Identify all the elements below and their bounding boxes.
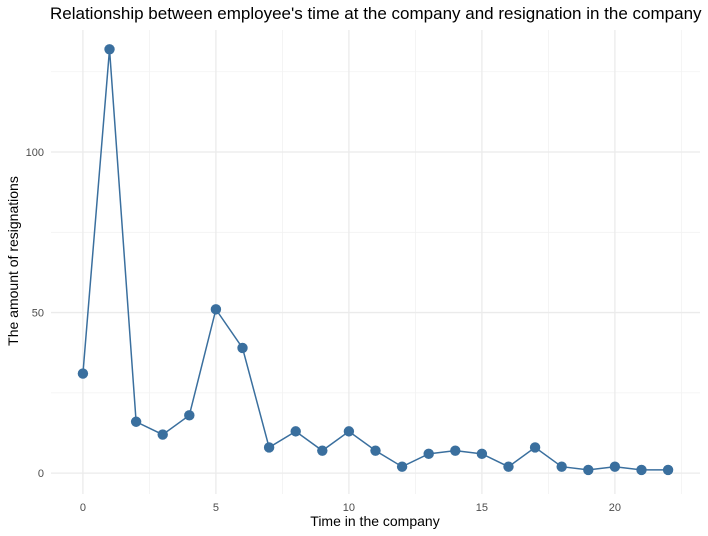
data-point xyxy=(237,342,248,354)
data-point xyxy=(662,464,674,476)
grid-lines xyxy=(51,30,700,494)
data-point xyxy=(423,448,434,460)
data-point xyxy=(343,426,355,437)
y-tick-label: 50 xyxy=(32,308,44,320)
data-point xyxy=(503,461,514,472)
x-tick-label: 10 xyxy=(343,502,355,514)
data-point xyxy=(184,410,195,421)
y-tick-label: 100 xyxy=(26,147,44,159)
tick-labels: 0 5 10 15 20 0 50 100 xyxy=(26,147,621,514)
title-clip: Relationship between employee's time at … xyxy=(0,0,708,30)
chart-title: Relationship between employee's time at … xyxy=(50,4,702,23)
data-point xyxy=(210,304,222,315)
series-layer xyxy=(77,44,674,476)
data-point xyxy=(636,464,647,476)
series-line xyxy=(82,49,669,471)
y-tick-label: 0 xyxy=(38,468,44,480)
data-point xyxy=(317,445,328,456)
data-point xyxy=(396,461,408,472)
x-axis-title: Time in the company xyxy=(310,513,439,529)
data-point xyxy=(104,44,115,55)
data-point xyxy=(290,426,301,437)
data-point xyxy=(583,464,594,476)
data-point xyxy=(609,461,621,472)
data-point xyxy=(529,442,541,453)
x-tick-label: 15 xyxy=(476,502,488,514)
data-point xyxy=(476,448,488,460)
data-point xyxy=(450,445,461,456)
data-point xyxy=(370,445,381,456)
x-tick-label: 20 xyxy=(609,502,621,514)
data-point xyxy=(556,461,567,472)
data-point xyxy=(157,429,168,440)
data-point xyxy=(130,416,142,427)
data-point xyxy=(263,442,275,453)
x-tick-label: 0 xyxy=(80,502,86,514)
x-tick-label: 5 xyxy=(213,502,219,514)
data-point xyxy=(77,368,89,379)
y-axis-title: The amount of resignations xyxy=(5,176,21,346)
